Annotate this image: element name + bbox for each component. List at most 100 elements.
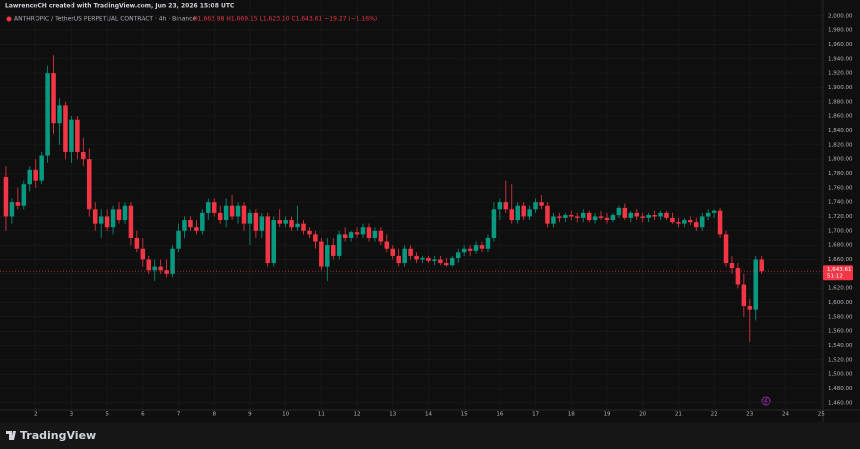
y-tick-label: 1,520.00	[828, 357, 853, 363]
candle-body	[372, 230, 378, 238]
candle-body	[414, 255, 419, 260]
y-tick-label: 1,580.00	[828, 314, 853, 320]
x-tick-label: 9	[248, 412, 252, 418]
y-tick-label: 1,720.00	[828, 214, 853, 220]
candle-body	[384, 241, 390, 249]
candle-body	[229, 205, 235, 217]
candle-body	[39, 155, 44, 181]
x-tick-label: 24	[782, 412, 789, 418]
candle-body	[759, 259, 764, 272]
candle-body	[747, 306, 753, 310]
candle-body	[682, 220, 687, 224]
candle-body	[741, 284, 747, 307]
candle-body	[497, 202, 503, 210]
y-tick-label: 1,800.00	[828, 157, 853, 163]
candle-body	[670, 217, 675, 223]
candle-body	[485, 237, 491, 249]
candle-body	[503, 202, 509, 210]
x-tick-label: 2	[34, 412, 38, 418]
candle-body	[253, 212, 259, 231]
candle-body	[711, 210, 717, 213]
candle-body	[3, 177, 9, 217]
candle-body	[402, 248, 407, 264]
candle-body	[319, 241, 324, 267]
x-tick-label: 6	[141, 412, 145, 418]
candle-body	[164, 270, 169, 274]
candle-body	[676, 222, 681, 224]
y-tick-label: 1,560.00	[828, 329, 853, 335]
candle-body	[444, 263, 449, 266]
candle-body	[283, 220, 288, 224]
candle-body	[21, 184, 27, 206]
candle-body	[610, 215, 616, 221]
y-tick-label: 1,980.00	[828, 28, 853, 34]
candle-body	[354, 232, 360, 235]
candle-body	[63, 105, 68, 152]
candle-body	[277, 220, 282, 224]
candle-body	[717, 210, 723, 235]
candle-body	[217, 212, 223, 221]
candle-body	[45, 73, 50, 156]
candle-body	[33, 169, 38, 181]
candle-body	[235, 205, 241, 217]
candle-body	[467, 248, 473, 251]
candle-body	[646, 215, 651, 218]
x-tick-label: 22	[711, 412, 718, 418]
candle-body	[69, 119, 74, 152]
y-tick-label: 2,000.00	[828, 13, 853, 19]
candle-body	[432, 259, 437, 261]
candle-body	[533, 202, 538, 210]
candle-body	[158, 266, 163, 271]
candle-body	[563, 215, 568, 218]
candle-body	[723, 234, 729, 264]
candle-body	[735, 268, 741, 285]
candle-body	[604, 217, 610, 221]
candle-body	[521, 205, 526, 217]
candle-body	[598, 216, 604, 218]
candle-body	[455, 252, 461, 259]
candle-body	[539, 202, 544, 206]
candle-body	[211, 202, 217, 213]
candle-body	[634, 212, 640, 217]
candle-body	[479, 245, 485, 249]
candle-body	[640, 216, 645, 218]
candle-body	[146, 259, 152, 271]
y-tick-label: 1,840.00	[828, 128, 853, 134]
x-tick-label: 3	[70, 412, 74, 418]
candle-body	[9, 202, 15, 217]
y-tick-label: 1,700.00	[828, 228, 853, 234]
y-tick-label: 1,660.00	[828, 257, 853, 263]
status-dot	[6, 16, 12, 22]
header: LawrenceCH created with TradingView.com,…	[5, 3, 235, 10]
candle-body	[390, 248, 396, 256]
candle-body	[527, 209, 532, 217]
candle-body	[569, 215, 574, 217]
candle-body	[307, 230, 312, 235]
candle-body	[104, 216, 110, 228]
candle-body	[652, 215, 657, 217]
candle-body	[116, 209, 122, 221]
candle-body	[98, 216, 104, 224]
y-tick-label: 1,960.00	[828, 42, 853, 48]
candle-body	[206, 202, 211, 213]
candle-body	[616, 207, 622, 216]
candle-body	[259, 216, 265, 231]
candle-body	[247, 212, 253, 224]
candle-body	[622, 207, 628, 218]
candle-body	[426, 258, 431, 261]
y-tick-label: 1,880.00	[828, 99, 853, 105]
y-tick-label: 1,500.00	[828, 372, 853, 378]
candle-body	[336, 234, 342, 256]
candle-body	[658, 212, 663, 217]
event-icon	[761, 396, 771, 406]
candle-body	[87, 159, 92, 210]
candle-body	[27, 169, 33, 185]
candle-body	[223, 205, 229, 221]
candle-body	[152, 266, 157, 271]
candle-body	[360, 227, 366, 235]
candle-body	[128, 205, 134, 238]
candle-body	[348, 232, 354, 238]
logo-mark	[6, 431, 16, 440]
